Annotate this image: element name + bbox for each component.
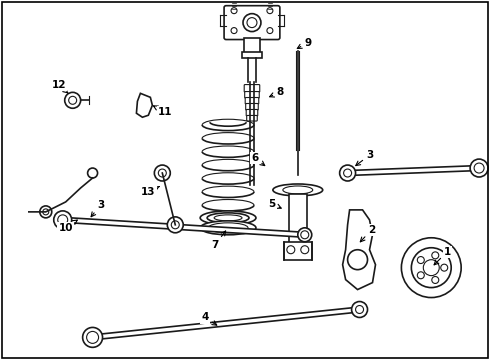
Circle shape <box>243 14 261 32</box>
Text: 8: 8 <box>270 87 284 97</box>
Text: 7: 7 <box>211 231 225 250</box>
Circle shape <box>352 302 368 318</box>
Circle shape <box>298 228 312 242</box>
Circle shape <box>54 211 72 229</box>
Text: 9: 9 <box>297 37 311 49</box>
Circle shape <box>470 159 488 177</box>
Circle shape <box>69 96 76 104</box>
FancyBboxPatch shape <box>245 91 259 98</box>
Circle shape <box>167 217 183 233</box>
Text: 3: 3 <box>91 200 104 217</box>
Text: 1: 1 <box>434 247 451 265</box>
FancyBboxPatch shape <box>245 103 258 110</box>
Polygon shape <box>347 166 479 176</box>
Circle shape <box>474 163 484 173</box>
Circle shape <box>88 168 98 178</box>
Text: 13: 13 <box>141 186 159 197</box>
Ellipse shape <box>207 213 249 223</box>
Circle shape <box>158 169 166 177</box>
Circle shape <box>356 306 364 314</box>
Circle shape <box>40 206 52 218</box>
Circle shape <box>417 272 424 279</box>
Circle shape <box>343 169 352 177</box>
Circle shape <box>267 28 273 33</box>
Circle shape <box>432 252 439 259</box>
Polygon shape <box>63 217 305 237</box>
FancyBboxPatch shape <box>244 85 260 92</box>
Circle shape <box>340 165 356 181</box>
Circle shape <box>301 246 309 254</box>
Circle shape <box>423 260 439 276</box>
Circle shape <box>43 209 49 215</box>
Ellipse shape <box>200 221 256 235</box>
Circle shape <box>432 276 439 283</box>
Circle shape <box>87 332 98 343</box>
Circle shape <box>301 231 309 239</box>
FancyBboxPatch shape <box>245 98 259 104</box>
Text: 4: 4 <box>201 312 217 325</box>
Circle shape <box>267 8 273 14</box>
Ellipse shape <box>200 211 256 225</box>
Circle shape <box>401 238 461 298</box>
Ellipse shape <box>208 223 248 233</box>
Ellipse shape <box>283 186 313 194</box>
Ellipse shape <box>214 215 242 221</box>
FancyBboxPatch shape <box>246 109 258 116</box>
Circle shape <box>65 92 81 108</box>
Text: 10: 10 <box>58 220 77 233</box>
Text: 12: 12 <box>51 80 68 93</box>
Circle shape <box>231 28 237 33</box>
Polygon shape <box>343 210 375 289</box>
Bar <box>289 194 307 246</box>
Circle shape <box>83 328 102 347</box>
Bar <box>284 242 312 260</box>
Polygon shape <box>136 93 152 117</box>
Circle shape <box>154 165 171 181</box>
Text: 3: 3 <box>356 150 373 166</box>
Circle shape <box>347 250 368 270</box>
Circle shape <box>287 246 295 254</box>
Bar <box>242 53 262 58</box>
Text: 5: 5 <box>268 199 281 209</box>
FancyBboxPatch shape <box>246 116 257 121</box>
Circle shape <box>441 264 448 271</box>
Text: 11: 11 <box>153 106 172 117</box>
Circle shape <box>417 257 424 264</box>
Circle shape <box>231 8 237 14</box>
FancyBboxPatch shape <box>224 6 280 40</box>
Polygon shape <box>92 307 360 340</box>
Circle shape <box>247 18 257 28</box>
Circle shape <box>58 215 68 225</box>
Bar <box>244 37 260 55</box>
Circle shape <box>172 221 179 229</box>
Ellipse shape <box>273 184 323 196</box>
Text: 2: 2 <box>360 225 375 242</box>
Text: 6: 6 <box>251 153 265 166</box>
Circle shape <box>412 248 451 288</box>
